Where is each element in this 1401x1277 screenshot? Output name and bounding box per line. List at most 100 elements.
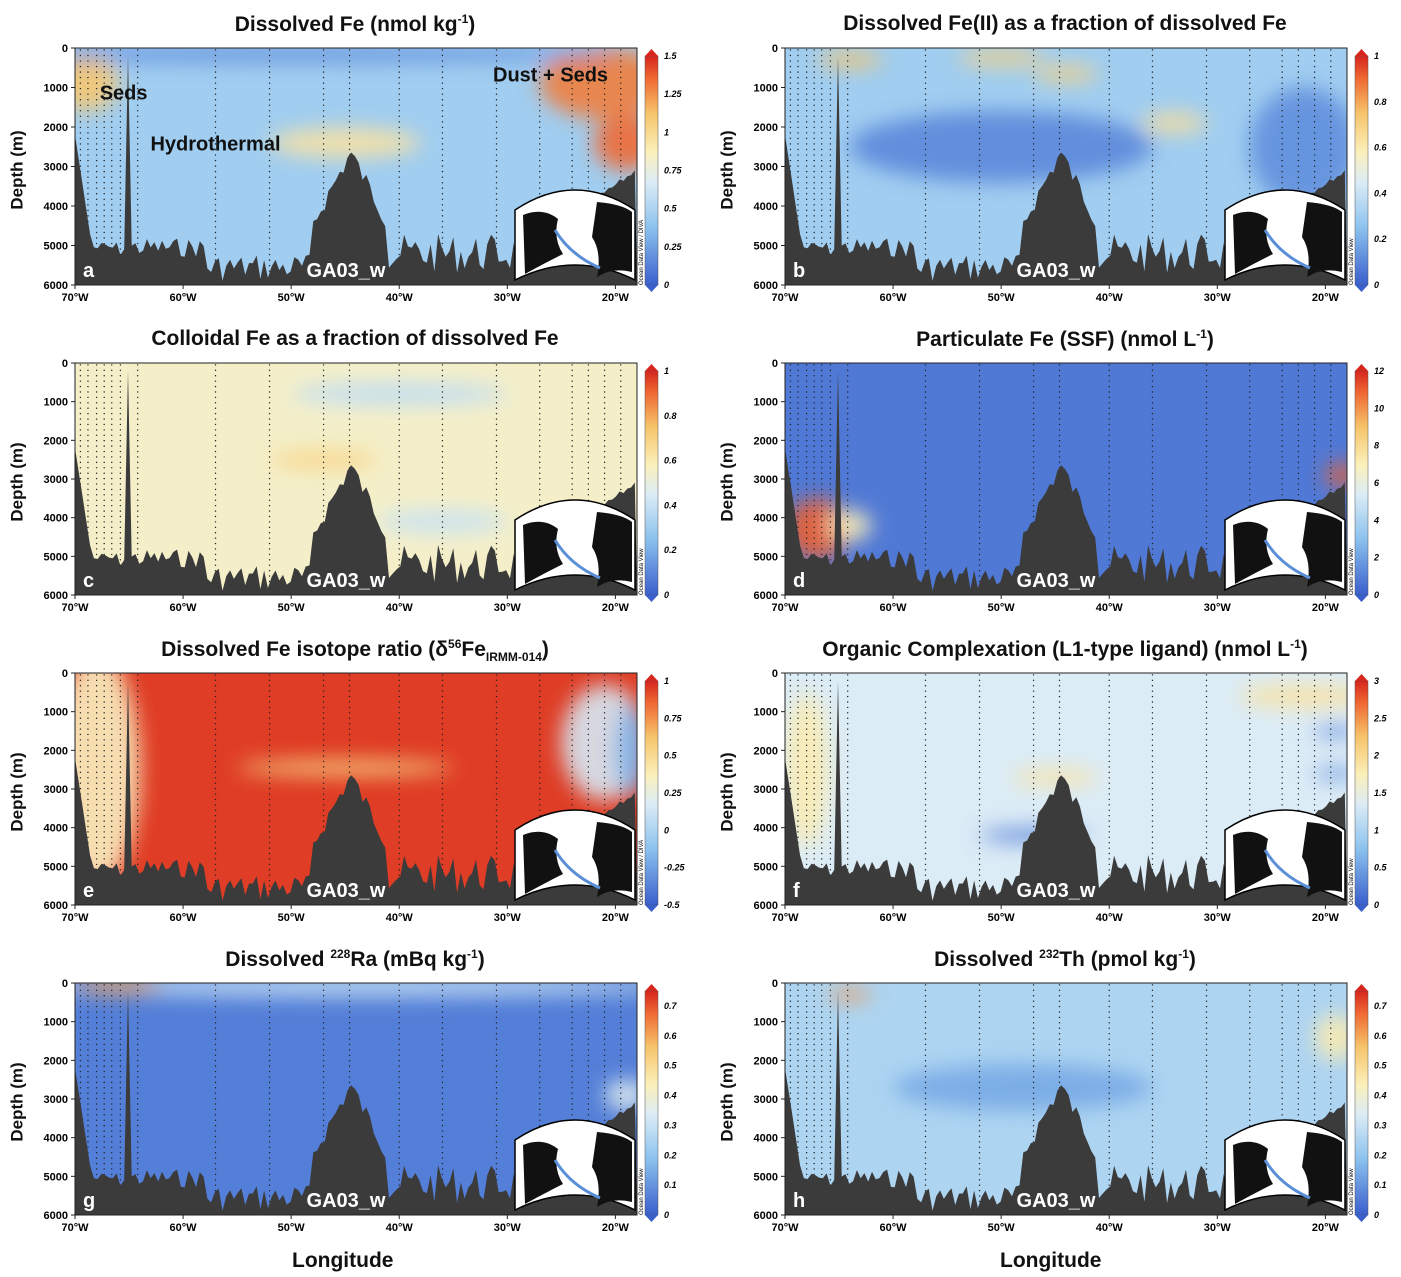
station-dot [398,809,400,811]
station-dot [1249,739,1251,741]
field-feature-4 [75,48,616,62]
station-dot [1032,104,1035,106]
station-dot [1330,423,1332,426]
station-dot [322,445,325,447]
station-dot [797,777,799,779]
station-dot [846,798,849,801]
station-dot [268,49,271,51]
station-dot [924,93,927,95]
station-dot [95,434,98,437]
station-dot [87,364,89,366]
station-dot [214,569,217,572]
station-dot [103,798,105,801]
station-dot [103,87,105,90]
station-dot [924,115,927,118]
station-dot [603,391,606,393]
station-dot [136,60,139,62]
station-dot [1058,450,1061,453]
station-dot [829,537,832,539]
station-dot [587,488,590,491]
station-dot [119,110,122,112]
panel-letter: d [793,570,805,592]
station-dot [924,176,927,178]
data-field-e [75,673,637,905]
station-dot [1058,93,1061,95]
station-dot [95,137,98,140]
station-dot [95,499,98,501]
station-dot [1058,380,1061,382]
station-dot [495,728,498,730]
station-dot [1151,126,1154,129]
station-dot [119,532,122,534]
station-dot [111,798,113,801]
station-dot [846,423,849,426]
station-dot [1249,477,1251,480]
y-tick-label: 0 [772,358,778,370]
y-tick-label: 1000 [44,83,68,95]
station-dot [214,391,217,393]
station-dot [978,852,981,855]
station-dot [103,510,105,512]
station-dot [805,542,808,545]
station-dot [495,787,498,790]
station-dot [268,104,271,106]
station-dot [821,739,823,741]
colorbar-tick-label: 0 [664,825,669,835]
station-dot [1297,65,1300,68]
station-dot [1330,396,1332,399]
station-dot [539,369,541,372]
station-dot [322,488,325,491]
station-dot [829,679,832,682]
station-dot [1249,71,1251,73]
station-dot [1297,488,1300,491]
station-dot [821,809,823,811]
station-dot [821,483,823,485]
station-dot [789,364,792,366]
station-dot [1330,364,1332,366]
station-dot [797,385,799,388]
station-dot [1249,418,1251,420]
station-dot [495,553,498,556]
station-dot [398,755,400,757]
station-dot [136,820,139,822]
station-dot [111,858,113,860]
station-dot [79,76,82,79]
station-dot [1151,391,1154,393]
station-dot [398,423,400,426]
station-dot [978,110,981,112]
station-dot [214,712,217,714]
station-dot [268,248,271,250]
station-dot [1058,71,1061,73]
station-dot [441,170,444,173]
station-dot [1330,402,1332,404]
station-dot [214,766,217,768]
station-dot [587,733,590,736]
station-dot [1205,712,1208,714]
station-dot [1032,766,1035,768]
station-dot [1032,825,1035,828]
station-dot [924,148,927,151]
station-dot [1205,852,1208,855]
station-dot [95,450,98,453]
station-dot [1032,793,1035,795]
station-dot [1205,728,1208,730]
station-dot [103,369,105,372]
station-dot [978,760,981,763]
station-dot [805,99,808,101]
station-dot [829,418,832,420]
station-dot [87,391,89,393]
station-dot [924,499,927,501]
station-dot [398,165,400,167]
station-dot [441,760,444,763]
station-dot [620,434,622,437]
station-dot [1249,423,1251,426]
station-dot [136,440,139,442]
station-dot [214,181,217,184]
station-dot [797,396,799,399]
colorbar-caption: Ocean Data View [1349,238,1355,285]
station-dot [805,494,808,496]
station-dot [1058,744,1061,747]
station-dot [821,176,823,178]
